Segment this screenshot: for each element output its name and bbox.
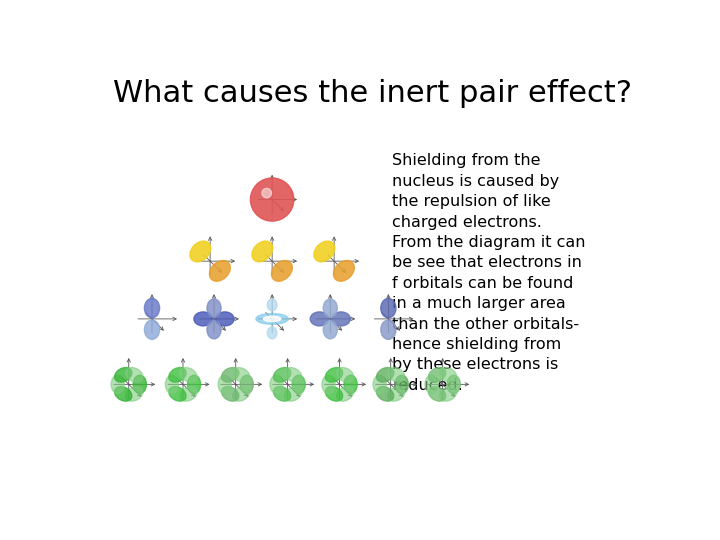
Ellipse shape [270,375,283,394]
Ellipse shape [207,299,221,318]
Text: What causes the inert pair effect?: What causes the inert pair effect? [113,79,632,107]
Ellipse shape [373,375,386,394]
Ellipse shape [428,368,446,382]
Ellipse shape [168,368,186,382]
Ellipse shape [344,375,357,394]
Ellipse shape [114,368,132,382]
Ellipse shape [439,368,456,382]
Ellipse shape [133,375,146,394]
Ellipse shape [428,387,446,401]
Ellipse shape [322,375,335,394]
Ellipse shape [425,375,438,394]
Ellipse shape [168,387,186,401]
Ellipse shape [233,368,250,382]
Ellipse shape [126,368,143,382]
Circle shape [262,188,271,198]
Ellipse shape [387,368,405,382]
Ellipse shape [233,387,250,401]
Ellipse shape [325,368,343,382]
Ellipse shape [292,375,305,394]
Ellipse shape [180,368,197,382]
Ellipse shape [222,368,239,382]
Ellipse shape [264,316,281,322]
Ellipse shape [114,387,132,401]
Ellipse shape [447,375,460,394]
Ellipse shape [284,387,302,401]
Ellipse shape [222,387,239,401]
Ellipse shape [194,312,212,326]
Ellipse shape [190,241,211,262]
Ellipse shape [267,327,277,339]
Ellipse shape [267,299,277,311]
Ellipse shape [187,375,201,394]
Ellipse shape [240,375,253,394]
Ellipse shape [333,260,354,281]
Ellipse shape [256,314,289,325]
Ellipse shape [271,260,292,281]
Ellipse shape [377,387,394,401]
Ellipse shape [274,387,291,401]
Ellipse shape [439,387,456,401]
Ellipse shape [336,368,354,382]
Ellipse shape [314,241,335,262]
Ellipse shape [332,312,351,326]
Ellipse shape [145,320,160,339]
Ellipse shape [323,321,337,339]
Ellipse shape [387,387,405,401]
Ellipse shape [210,260,230,281]
Ellipse shape [180,387,197,401]
Circle shape [251,178,294,221]
Ellipse shape [310,312,328,326]
Ellipse shape [323,299,337,318]
Ellipse shape [145,299,160,318]
Ellipse shape [377,368,394,382]
Ellipse shape [274,368,291,382]
Text: Shielding from the
nucleus is caused by
the repulsion of like
charged electrons.: Shielding from the nucleus is caused by … [392,153,586,393]
Ellipse shape [252,241,273,262]
Ellipse shape [215,312,234,326]
Ellipse shape [325,387,343,401]
Ellipse shape [284,368,302,382]
Ellipse shape [381,320,396,339]
Ellipse shape [166,375,179,394]
Ellipse shape [126,387,143,401]
Ellipse shape [381,299,396,318]
Ellipse shape [395,375,408,394]
Ellipse shape [218,375,231,394]
Ellipse shape [207,321,221,339]
Ellipse shape [336,387,354,401]
Ellipse shape [111,375,125,394]
